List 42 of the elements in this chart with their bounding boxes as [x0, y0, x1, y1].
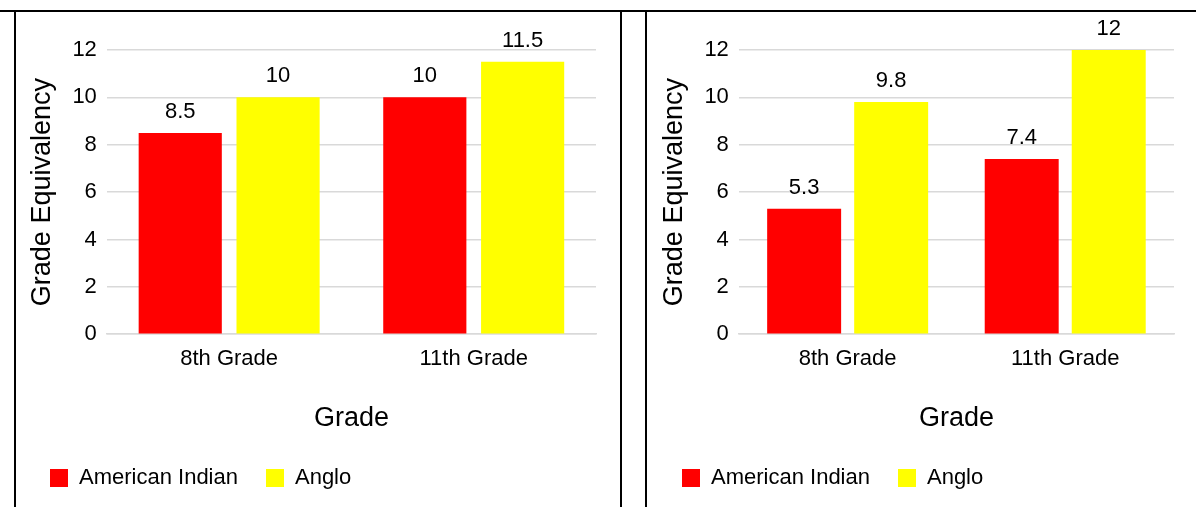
y-axis-title: Grade Equivalency	[657, 77, 688, 307]
y-tick-label: 8	[84, 130, 97, 156]
x-tick-label: 11th Grade	[1010, 345, 1120, 371]
bar	[481, 61, 565, 334]
bar	[854, 102, 929, 334]
y-tick-label: 6	[716, 178, 729, 204]
data-label: 11.5	[502, 26, 544, 52]
bar	[138, 132, 222, 334]
x-tick-label: 11th Grade	[419, 345, 528, 371]
x-tick-label: 8th Grade	[798, 345, 897, 371]
y-tick-label: 4	[716, 225, 729, 251]
y-tick-label: 4	[84, 225, 97, 251]
data-label: 10	[412, 62, 438, 88]
data-label: 7.4	[1006, 124, 1037, 150]
bar	[383, 97, 467, 334]
y-axis-title: Grade Equivalency	[25, 77, 56, 307]
y-tick-label: 12	[72, 36, 97, 62]
legend-label: Anglo	[294, 464, 352, 490]
data-label: 9.8	[875, 67, 907, 93]
bar	[984, 158, 1059, 334]
data-label: 10	[265, 62, 291, 88]
data-label: 5.3	[788, 173, 820, 199]
bar	[767, 208, 842, 334]
bar	[236, 97, 320, 334]
y-tick-label: 10	[704, 83, 729, 109]
y-tick-label: 2	[716, 272, 729, 298]
legend-label: Anglo	[926, 464, 984, 490]
x-tick-label: 8th Grade	[180, 345, 279, 371]
legend-label: American Indian	[711, 464, 870, 490]
y-tick-label: 6	[84, 178, 97, 204]
legend-label: American Indian	[79, 464, 238, 490]
y-tick-label: 12	[704, 36, 729, 62]
y-tick-label: 2	[84, 272, 97, 298]
bar	[1071, 50, 1146, 334]
x-axis-title: Grade	[313, 402, 389, 433]
y-tick-label: 10	[72, 83, 97, 109]
x-axis-title: Grade	[918, 402, 994, 433]
data-label: 8.5	[164, 97, 196, 123]
y-tick-label: 0	[716, 320, 729, 346]
y-tick-label: 0	[84, 320, 97, 346]
y-tick-label: 8	[716, 130, 729, 156]
data-label: 12	[1096, 15, 1121, 41]
